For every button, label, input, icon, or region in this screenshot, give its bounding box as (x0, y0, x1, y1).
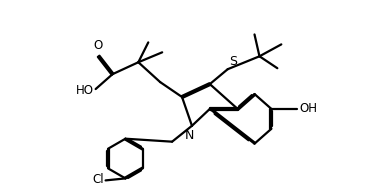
Text: Cl: Cl (92, 173, 103, 186)
Text: HO: HO (76, 84, 94, 97)
Text: O: O (93, 39, 102, 52)
Text: OH: OH (299, 102, 317, 115)
Text: N: N (184, 129, 194, 142)
Text: S: S (229, 55, 237, 68)
